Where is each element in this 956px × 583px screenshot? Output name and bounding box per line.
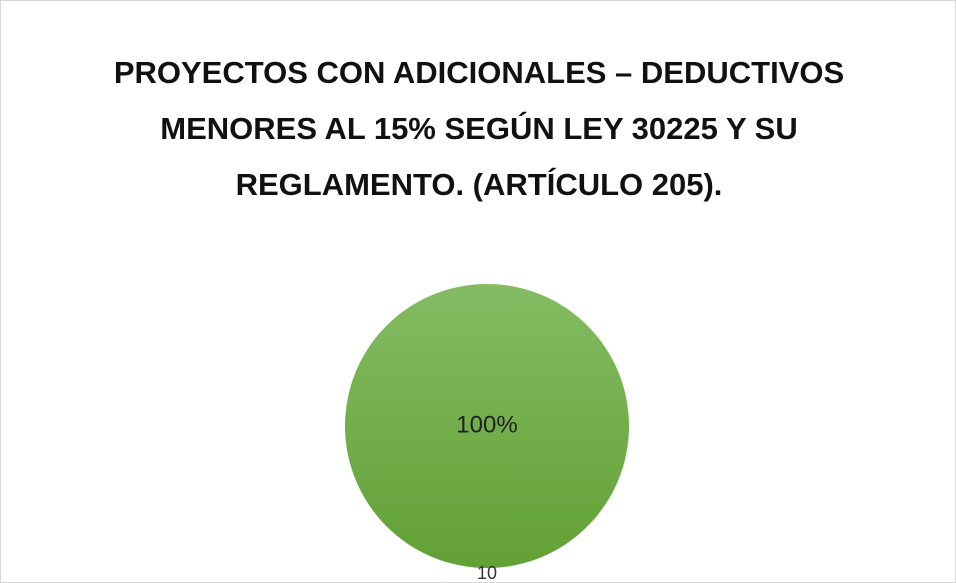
legend-label: 10 — [477, 563, 497, 582]
pie-slice — [345, 284, 629, 568]
data-label: 100% — [456, 411, 517, 438]
chart-title: PROYECTOS CON ADICIONALES – DEDUCTIVOS M… — [113, 55, 845, 202]
